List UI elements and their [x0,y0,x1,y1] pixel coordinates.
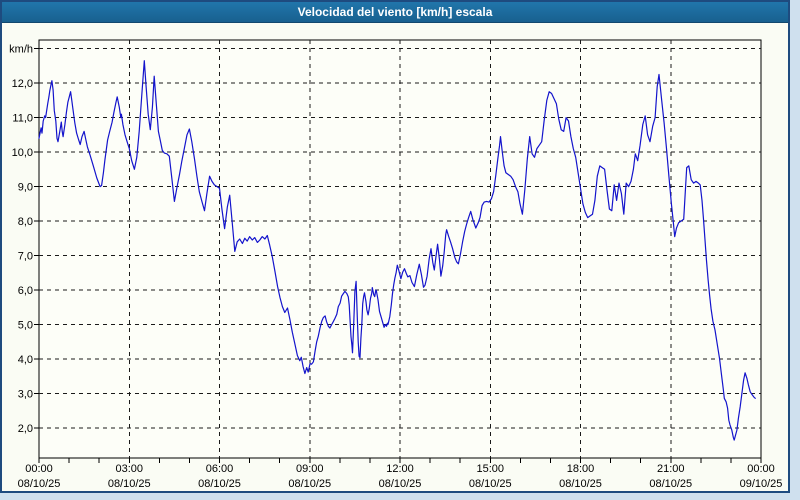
chart-title-bar: Velocidad del viento [km/h] escala [2,2,788,23]
chart-title: Velocidad del viento [km/h] escala [297,5,493,19]
chart-window: Velocidad del viento [km/h] escala [0,0,790,493]
